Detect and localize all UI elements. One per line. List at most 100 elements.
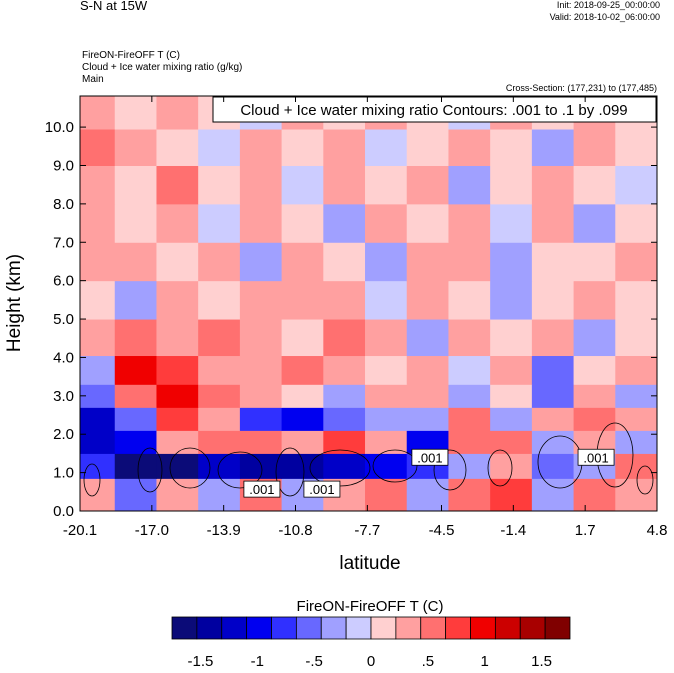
field-cell [114,242,157,282]
field-cell [323,430,366,454]
chart-title: S-N at 15W [80,0,148,13]
field-cell [156,407,199,431]
field-cell [156,242,199,282]
field-cell [615,478,657,511]
field-cell [573,129,616,166]
field-cell [448,319,491,357]
contour-label-box [303,480,341,498]
field-cell [531,407,575,431]
field-cell [80,430,116,454]
field-cell [490,478,533,511]
init-time: Init: 2018-09-25_00:00:00 [557,0,660,10]
colorbar-tick-label: .5 [422,653,435,668]
colorbar-box [221,616,248,640]
contour-label-box [577,448,615,466]
field-cell [531,430,575,454]
field-cell [323,355,366,385]
field-cell [281,280,324,320]
field-cell [490,129,533,166]
field-cell [114,165,157,205]
field-cell [406,478,449,511]
field-cell [198,453,241,479]
field-cell [448,384,491,408]
field-cell [239,242,283,282]
contour-label: .001 [309,482,334,497]
field-cell [448,430,491,454]
y-tick-label: 6.0 [53,273,74,290]
colorbar-tick-label: -1.5 [187,653,213,668]
field-cell [323,453,366,479]
field-cell [156,430,199,454]
field-cell [615,129,657,166]
contour-label: .001 [583,450,608,465]
field-cell [114,453,157,479]
field-cell [80,478,116,511]
field-cell [198,407,241,431]
y-tick-label: 0.0 [53,503,74,520]
field-cell [365,355,408,385]
field-cell [448,129,491,166]
colorbar-box [345,616,372,640]
field-cell [239,355,283,385]
x-tick-label: -13.9 [207,522,241,539]
field-cell [198,129,241,166]
field-cell [448,203,491,243]
field-cell [365,280,408,320]
field-cell [198,430,241,454]
field-cell [573,407,616,431]
field-cell [490,384,533,408]
field-cell [365,407,408,431]
field-cell [281,407,324,431]
colorbar-box [320,616,347,640]
field-cell [198,384,241,408]
field-cell [490,165,533,205]
field-cell [80,242,116,282]
field-cell [615,280,657,320]
field-cell [281,453,324,479]
field-cell [114,319,157,357]
field-cell [573,355,616,385]
contour-label-box [411,448,449,466]
x-tick-label: -17.0 [135,522,169,539]
field-cell [80,384,116,408]
field-cell [365,384,408,408]
field-cell [573,165,616,205]
field-cell [615,319,657,357]
field-cell [239,203,283,243]
field-title: FireON-FireOFF T (C) [82,50,180,61]
field-cell [281,430,324,454]
colorbar-tick-label: 1.5 [531,653,552,668]
field-cell [156,280,199,320]
field-cell [239,165,283,205]
field-cell [615,242,657,282]
x-tick-label: -7.7 [354,522,380,539]
field-cell [281,203,324,243]
x-tick-label: -10.8 [278,522,312,539]
colorbar-tick-label: -1 [251,653,264,668]
field-cell [80,319,116,357]
x-tick-label: 1.7 [575,522,596,539]
field-cell [365,203,408,243]
field-cell [406,165,449,205]
field-cell [615,384,657,408]
x-tick-label: 4.8 [647,522,668,539]
field-cell [573,384,616,408]
field-cell [114,430,157,454]
field-cell [323,280,366,320]
x-tick-label: -20.1 [63,522,97,539]
field-cell [490,430,533,454]
field-cell [156,384,199,408]
colorbar-box [445,616,471,640]
field-cell [156,129,199,166]
field-cell [531,384,575,408]
field-cell [406,384,449,408]
colorbar-box [519,616,546,640]
field-cell [80,96,116,130]
field-cell [531,478,575,511]
field-cell [80,129,116,166]
field-cell [198,319,241,357]
field-cell [406,407,449,431]
valid-time: Valid: 2018-10-02_06:00:00 [550,12,660,22]
field-cell [490,355,533,385]
